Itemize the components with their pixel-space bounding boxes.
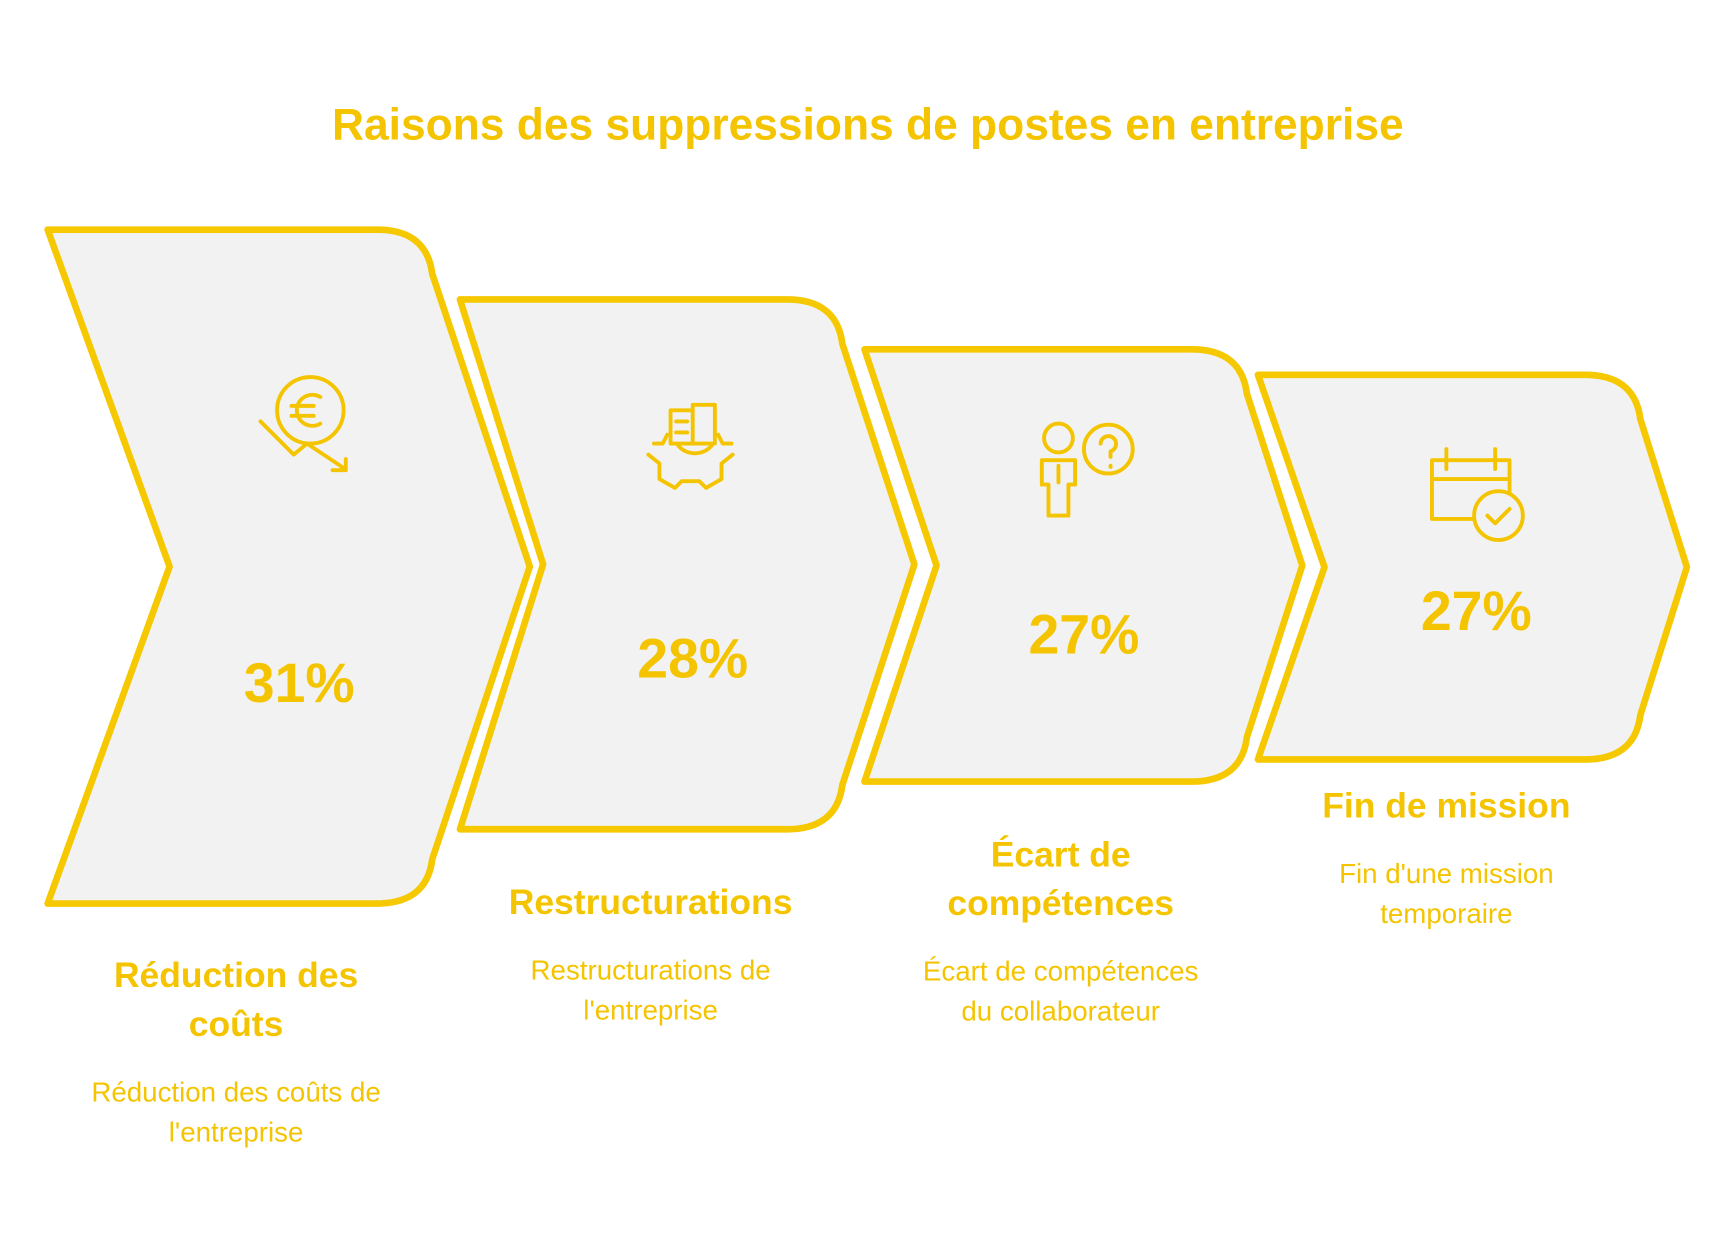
item-description: Écart de compétences <box>923 956 1198 987</box>
chevron <box>1254 371 1691 763</box>
item-description: du collaborateur <box>961 996 1160 1027</box>
icon-calendar-check <box>1430 447 1525 542</box>
percentage: 27% <box>1421 580 1532 642</box>
item-heading: Restructurations <box>509 882 793 922</box>
item-description: l'entreprise <box>583 994 718 1025</box>
item-heading: coûts <box>189 1004 284 1044</box>
chevron <box>456 296 918 833</box>
icon-euro-down <box>258 375 348 473</box>
item-description: temporaire <box>1380 898 1512 929</box>
item-heading: compétences <box>947 883 1174 923</box>
item-heading: Réduction des <box>114 955 358 995</box>
item-description: Réduction des coûts de <box>91 1076 380 1107</box>
item-description: Fin d'une mission <box>1339 858 1554 889</box>
icon-person-question <box>1039 421 1135 518</box>
percentage: 28% <box>637 628 748 690</box>
chevron <box>44 226 534 907</box>
percentage: 31% <box>244 652 355 714</box>
item-heading: Fin de mission <box>1322 786 1570 826</box>
percentage: 27% <box>1028 603 1139 665</box>
item-description: l'entreprise <box>169 1116 304 1147</box>
item-heading: Écart de <box>991 834 1131 874</box>
chevron <box>861 346 1306 785</box>
item-description: Restructurations de <box>531 955 771 986</box>
title: Raisons des suppressions de postes en en… <box>332 100 1404 149</box>
icon-restructure <box>646 402 735 490</box>
